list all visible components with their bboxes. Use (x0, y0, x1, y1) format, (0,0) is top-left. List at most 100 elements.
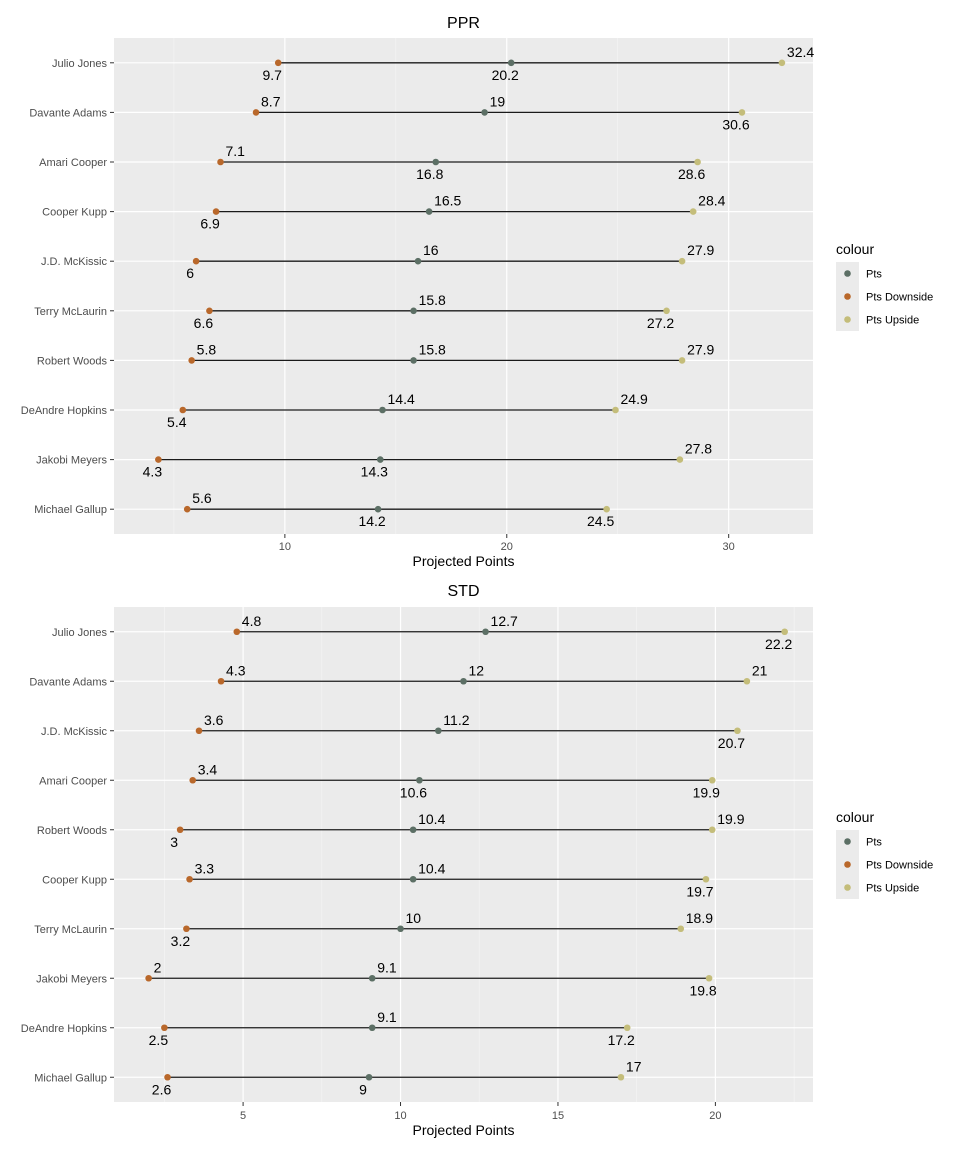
point-pts (410, 307, 417, 315)
point-pts (435, 727, 442, 735)
chart-title: PPR (447, 15, 480, 32)
plot-panel-background (114, 607, 813, 1102)
data-label-pts-downside: 3 (170, 834, 178, 850)
y-tick-label: Jakobi Meyers (36, 973, 107, 985)
data-label-pts: 16.8 (416, 166, 443, 182)
x-axis-label: Projected Points (413, 1122, 515, 1138)
point-pts (409, 826, 417, 834)
point-pts-upside (781, 628, 788, 636)
y-tick-label: Jakobi Meyers (36, 455, 107, 467)
point-pts (374, 505, 382, 513)
point-pts-upside (694, 158, 701, 166)
point-pts-upside (708, 826, 716, 834)
point-pts-downside (217, 677, 225, 685)
point-pts-upside (678, 357, 686, 364)
point-pts-downside (155, 456, 162, 463)
y-tick-label: Robert Woods (37, 355, 108, 367)
x-tick-label: 20 (709, 1110, 721, 1122)
data-label-pts: 20.2 (492, 67, 519, 83)
point-pts (414, 257, 422, 265)
legend-title: colour (836, 241, 874, 257)
data-label-pts-downside: 9.7 (262, 67, 282, 83)
legend: colour Pts Pts Downside Pts Upside (836, 809, 933, 899)
legend-label-pts-upside: Pts Upside (866, 883, 919, 895)
data-label-pts-upside: 19.9 (717, 811, 744, 827)
data-label-pts: 14.2 (358, 513, 385, 529)
point-pts (481, 109, 488, 116)
data-label-pts-downside: 3.6 (204, 712, 224, 728)
data-label-pts-downside: 6.9 (200, 216, 220, 232)
point-pts-upside (702, 875, 710, 883)
y-tick-label: Cooper Kupp (42, 874, 107, 886)
data-label-pts-upside: 21 (752, 662, 768, 678)
point-pts-upside (738, 109, 746, 116)
point-pts-upside (678, 257, 686, 265)
y-tick-label: Davante Adams (29, 676, 107, 688)
data-label-pts-upside: 17.2 (608, 1032, 635, 1048)
legend-key-pts-upside (844, 316, 851, 323)
data-label-pts-upside: 32.4 (787, 44, 814, 60)
data-label-pts: 14.4 (388, 391, 415, 407)
point-pts (482, 628, 489, 636)
point-pts-downside (217, 158, 224, 166)
y-tick-label: Terry McLaurin (34, 924, 107, 936)
point-pts-downside (145, 974, 152, 982)
y-tick-label: Julio Jones (52, 627, 108, 639)
point-pts-downside (192, 257, 200, 265)
point-pts-upside (734, 727, 741, 735)
point-pts-downside (183, 505, 191, 513)
point-pts-downside (274, 59, 282, 67)
data-label-pts: 9 (359, 1081, 367, 1097)
data-label-pts-downside: 3.4 (198, 761, 218, 777)
data-label-pts: 12 (469, 662, 485, 678)
data-label-pts-upside: 17 (626, 1058, 642, 1074)
legend-title: colour (836, 809, 874, 825)
point-pts (409, 875, 417, 883)
point-pts (507, 59, 515, 67)
plot-panel-background (114, 38, 813, 534)
point-pts-upside (617, 1073, 625, 1081)
point-pts-upside (708, 776, 716, 784)
point-pts-upside (603, 505, 610, 513)
point-pts-downside (176, 826, 184, 834)
data-label-pts-upside: 24.9 (621, 391, 648, 407)
data-label-pts-upside: 27.9 (687, 341, 714, 357)
chart-title: STD (448, 583, 480, 600)
data-label-pts-downside: 5.6 (192, 490, 212, 506)
point-pts-downside (206, 307, 213, 315)
data-label-pts-upside: 27.9 (687, 242, 714, 258)
y-tick-label: Julio Jones (52, 58, 108, 70)
data-label-pts: 10.4 (418, 811, 445, 827)
y-tick-label: Michael Gallup (34, 504, 107, 516)
data-label-pts-downside: 3.3 (195, 860, 215, 876)
data-label-pts-downside: 2.6 (152, 1081, 172, 1097)
point-pts (432, 158, 440, 166)
point-pts (425, 208, 433, 215)
point-pts (410, 357, 417, 364)
data-label-pts-downside: 4.3 (226, 662, 246, 678)
x-tick-label: 10 (279, 541, 291, 553)
y-tick-label: Amari Cooper (39, 157, 107, 169)
point-pts-downside (188, 357, 195, 364)
data-label-pts-downside: 5.8 (197, 341, 217, 357)
x-tick-label: 10 (394, 1110, 406, 1122)
data-label-pts-upside: 19.9 (693, 784, 720, 800)
data-label-pts-upside: 28.6 (678, 166, 705, 182)
data-label-pts-downside: 8.7 (261, 93, 281, 109)
data-label-pts: 11.2 (443, 712, 469, 728)
data-label-pts: 10.4 (418, 860, 445, 876)
point-pts-downside (252, 109, 260, 116)
point-pts (397, 925, 404, 933)
x-axis-label: Projected Points (413, 553, 515, 569)
point-pts (416, 776, 423, 784)
legend-key-pts (844, 838, 851, 845)
y-tick-label: Terry McLaurin (34, 306, 107, 318)
point-pts (368, 974, 376, 982)
y-tick-label: Cooper Kupp (42, 207, 107, 219)
data-label-pts-upside: 27.8 (685, 441, 712, 457)
data-label-pts: 19 (490, 93, 506, 109)
point-pts-downside (164, 1073, 171, 1081)
legend-label-pts-downside: Pts Downside (866, 292, 933, 304)
point-pts-upside (778, 59, 786, 67)
data-label-pts: 12.7 (491, 613, 518, 629)
